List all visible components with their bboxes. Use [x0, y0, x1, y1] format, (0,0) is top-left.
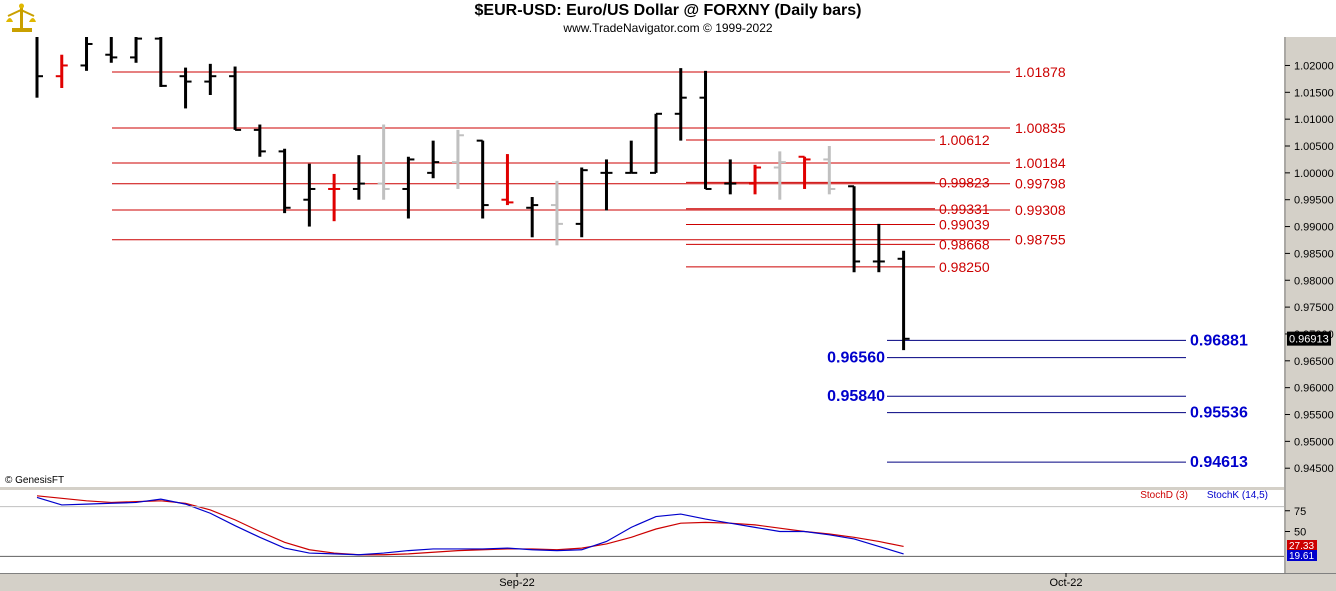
ohlc-bar — [526, 197, 539, 238]
ohlc-bar — [823, 146, 836, 195]
level-label: 1.00184 — [1015, 155, 1066, 171]
ohlc-bar — [848, 185, 861, 273]
ohlc-bar — [773, 151, 786, 200]
ohlc-bar — [35, 37, 43, 98]
ohlc-bar — [897, 250, 910, 351]
ohlc-bar — [476, 139, 489, 219]
support-resistance-levels: 1.01878 1.00835 1.00612 1.00184 0.99823 0.997… — [112, 64, 1248, 471]
ohlc-bar — [352, 155, 365, 200]
last-price-label: 0.96913 — [1289, 334, 1329, 346]
ohlc-bar — [253, 124, 266, 157]
chart-subtitle: www.TradeNavigator.com © 1999-2022 — [563, 21, 773, 35]
stoch-value-label: 27.33 — [1289, 541, 1314, 552]
price-panel — [0, 37, 1284, 487]
ohlc-bar — [749, 164, 762, 195]
level-label: 0.98668 — [939, 236, 990, 252]
level-label: 0.96881 — [1190, 332, 1248, 349]
level-label: 0.94613 — [1190, 454, 1248, 471]
level-label: 0.98755 — [1015, 232, 1066, 248]
stoch-panel — [0, 490, 1284, 573]
level-label: 0.99308 — [1015, 202, 1066, 218]
price-tick-label: 0.99000 — [1294, 222, 1334, 234]
level-label: 0.95840 — [827, 388, 885, 405]
ohlc-bar — [451, 129, 464, 189]
ohlc-bar — [872, 223, 885, 273]
stoch-value-label: 19.61 — [1289, 551, 1314, 562]
price-bars — [35, 37, 910, 351]
ohlc-bar — [55, 54, 68, 89]
legend-stoch-k: StochK (14,5) — [1207, 490, 1268, 501]
level-label: 0.96560 — [827, 350, 885, 367]
price-tick-label: 1.01000 — [1294, 114, 1334, 126]
chart-title: $EUR-USD: Euro/US Dollar @ FORXNY (Daily… — [474, 2, 862, 19]
level-label: 0.99039 — [939, 216, 990, 232]
price-tick-label: 0.97500 — [1294, 302, 1334, 314]
ohlc-bar — [674, 68, 687, 141]
price-tick-label: 0.95000 — [1294, 436, 1334, 448]
price-tick-label: 1.01500 — [1294, 87, 1334, 99]
ohlc-bar — [625, 140, 638, 174]
level-label: 0.99798 — [1015, 176, 1066, 192]
ohlc-bar — [179, 67, 192, 109]
stoch-tick-label: 75 — [1294, 506, 1306, 518]
stoch-value-badge — [1287, 550, 1317, 561]
header — [0, 0, 1336, 37]
ohlc-bar — [328, 173, 341, 222]
level-label: 1.00835 — [1015, 120, 1066, 136]
price-tick-label: 0.99500 — [1294, 195, 1334, 207]
price-axis: 1.02000 1.01500 1.01000 1.00500 1.00000 0.995… — [1285, 60, 1334, 475]
ohlc-bar — [204, 63, 217, 95]
price-tick-label: 0.95500 — [1294, 410, 1334, 422]
level-label: 0.99331 — [939, 201, 990, 217]
level-label: 1.01878 — [1015, 64, 1066, 80]
ohlc-bar — [80, 37, 93, 71]
level-label: 0.95536 — [1190, 405, 1248, 422]
ohlc-bar — [550, 180, 563, 246]
ohlc-bar — [229, 66, 242, 131]
level-label: 1.00612 — [939, 132, 990, 148]
level-label: 0.99823 — [939, 174, 990, 190]
date-axis: Sep-22 Oct-22 — [499, 573, 1083, 589]
stoch-value-badge — [1287, 540, 1317, 551]
stochastic-lines: StochD (3) StochK (14,5) — [0, 490, 1284, 557]
ohlc-bar — [105, 37, 118, 63]
price-tick-label: 0.98000 — [1294, 275, 1334, 287]
price-tick-label: 0.96500 — [1294, 356, 1334, 368]
ohlc-bar — [154, 37, 167, 87]
copyright-label: © GenesisFT — [5, 475, 64, 486]
ohlc-bar — [575, 167, 588, 238]
ohlc-bar — [303, 163, 316, 227]
ohlc-bar — [798, 155, 811, 189]
ohlc-bar — [402, 156, 415, 219]
ohlc-bar — [130, 37, 143, 63]
stoch-series-line — [36, 496, 904, 556]
ohlc-bar — [278, 148, 291, 214]
price-tick-label: 0.98500 — [1294, 248, 1334, 260]
level-label: 0.98250 — [939, 259, 990, 275]
genesis-logo-icon — [6, 3, 36, 32]
ohlc-bar — [650, 112, 662, 174]
price-tick-label: 1.00000 — [1294, 168, 1334, 180]
price-tick-label: 1.02000 — [1294, 60, 1334, 72]
ohlc-bar — [377, 124, 390, 200]
price-tick-label: 1.00500 — [1294, 141, 1334, 153]
date-tick-label: Sep-22 — [499, 577, 534, 589]
ohlc-bar — [600, 159, 613, 211]
price-tick-label: 0.94500 — [1294, 463, 1334, 475]
price-tick-label: 0.96000 — [1294, 383, 1334, 395]
ohlc-bar — [501, 154, 514, 206]
ohlc-bar — [699, 70, 712, 190]
date-tick-label: Oct-22 — [1049, 577, 1082, 589]
legend-stoch-d: StochD (3) — [1140, 490, 1188, 501]
stoch-tick-label: 50 — [1294, 527, 1306, 539]
ohlc-bar — [427, 140, 440, 179]
last-price-badge — [1287, 331, 1331, 346]
ohlc-bar — [724, 159, 737, 195]
